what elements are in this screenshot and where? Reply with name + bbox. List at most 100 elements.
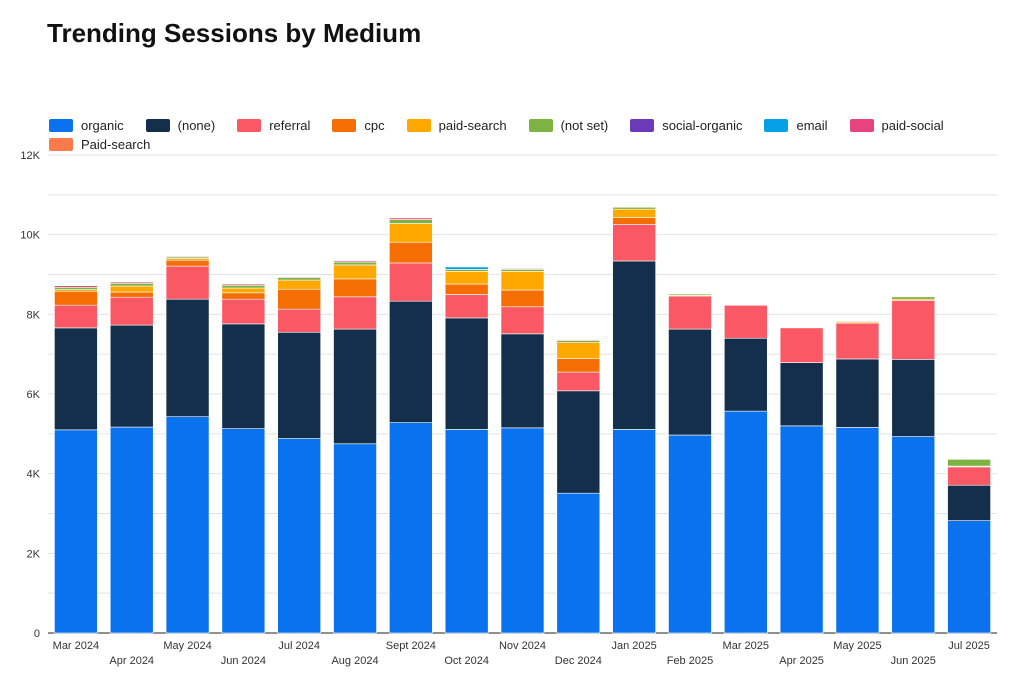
bar-segment-organic	[109, 426, 154, 634]
bar-segment-email	[444, 266, 489, 270]
bar-segment-referral	[612, 224, 656, 262]
legend-item[interactable]: (none)	[145, 117, 216, 134]
bar-segment-none	[500, 333, 545, 429]
bar-segment-notset	[109, 282, 154, 287]
x-tick-label: Aug 2024	[331, 655, 378, 667]
legend-item[interactable]: email	[764, 117, 828, 134]
bar-segment-cpc	[221, 292, 266, 300]
legend-item[interactable]: cpc	[332, 117, 385, 134]
y-tick-label: 4K	[27, 469, 41, 481]
bar-segment-organic	[165, 416, 210, 634]
x-tick-label: Jun 2024	[221, 655, 266, 667]
legend: organic (none) referral cpc paid-search (not …	[49, 117, 1009, 153]
bar-segment-cpc	[333, 278, 377, 298]
bar-segment-notset	[333, 261, 377, 266]
bar-segment-paid-social	[221, 283, 266, 286]
bar-segment-paid-social	[333, 260, 377, 263]
bar-segment-organic	[723, 410, 768, 634]
bar-segment-none	[947, 484, 991, 521]
bar-segment-referral	[668, 295, 712, 330]
legend-item[interactable]: social-organic	[630, 117, 742, 134]
bar-segment-notset	[389, 219, 433, 224]
x-tick-label: May 2024	[163, 640, 211, 652]
bar-segment-paid-social	[165, 255, 210, 258]
legend-swatch	[49, 119, 73, 132]
bar-segment-referral	[389, 262, 433, 302]
bar-segment-paid-search	[500, 271, 545, 291]
legend-label: email	[796, 118, 828, 133]
legend-swatch	[406, 119, 431, 132]
bar-segment-paid-social	[54, 285, 98, 288]
bar-segment-organic	[333, 443, 377, 634]
x-tick-label: Apr 2025	[779, 655, 824, 667]
y-tick-label: 2K	[27, 548, 41, 560]
bar-segment-paid-social	[612, 206, 656, 208]
bar-segment-paid-social	[389, 217, 433, 220]
bar-segment-cpc	[54, 290, 98, 306]
bar-segment-none	[221, 323, 266, 429]
x-tick-label: Nov 2024	[499, 640, 546, 652]
legend-item[interactable]: organic	[49, 117, 124, 134]
x-tick-label: Jul 2025	[948, 640, 990, 652]
legend-swatch	[764, 119, 789, 132]
bar-segment-organic	[779, 425, 824, 634]
bar-segment-none	[835, 358, 880, 428]
bar-segment-cpc	[500, 289, 545, 308]
bar-segment-paid-search	[109, 285, 154, 293]
bar-segment-cpc	[277, 288, 322, 310]
y-tick-label: 0	[34, 628, 40, 640]
bar-segment-organic	[54, 429, 98, 634]
bar-segment-cpc	[109, 291, 154, 298]
legend-label: paid-social	[881, 118, 944, 133]
bar-segment-organic	[612, 429, 656, 634]
bar-segment-referral	[54, 304, 98, 329]
legend-item[interactable]: (not set)	[528, 117, 608, 134]
legend-swatch	[332, 119, 357, 132]
bar-segment-paid-search	[389, 223, 433, 243]
x-tick-label: Jan 2025	[612, 640, 657, 652]
bar-segment-none	[277, 331, 322, 439]
bar-segment-paid-search	[556, 342, 601, 359]
legend-swatch	[630, 119, 655, 132]
bar-segment-referral	[723, 304, 768, 339]
x-tick-label: Oct 2024	[444, 655, 489, 667]
bar-segment-organic	[835, 427, 880, 634]
bar-segment-referral	[109, 296, 154, 326]
legend-label: Paid-search	[81, 137, 151, 152]
bar-segment-referral	[444, 294, 489, 319]
bar-segment-none	[779, 362, 824, 427]
bar-segment-notset	[277, 277, 322, 281]
bar-segment-organic	[668, 434, 712, 634]
legend-label: (none)	[177, 118, 216, 133]
bar-segment-organic	[891, 436, 936, 634]
bar-segment-none	[165, 298, 210, 418]
bar-segment-paid-search	[221, 287, 266, 294]
bar-segment-referral	[165, 265, 210, 300]
bar-segment-referral	[556, 371, 601, 392]
bar-segment-referral	[947, 466, 991, 486]
bar-segment-none	[444, 317, 489, 430]
x-tick-label: Jul 2024	[278, 640, 320, 652]
bar-segment-cpc	[612, 217, 656, 225]
bar-segment-referral	[891, 300, 936, 360]
bar-segment-paid-search	[277, 279, 322, 290]
bar-segment-referral	[333, 296, 377, 330]
legend-item[interactable]: paid-social	[849, 117, 944, 134]
legend-swatch	[49, 138, 73, 151]
bar-segment-organic	[947, 520, 991, 634]
bar-segment-none	[389, 300, 433, 423]
legend-label: referral	[269, 118, 311, 133]
bar-segment-none	[109, 324, 154, 428]
bar-segment-organic	[389, 422, 433, 634]
bar-segment-notset	[947, 459, 991, 467]
legend-label: cpc	[364, 118, 385, 133]
bar-segment-none	[556, 390, 601, 494]
bar-segment-organic	[277, 438, 322, 634]
legend-item[interactable]: paid-search	[406, 117, 507, 134]
legend-item[interactable]: referral	[237, 117, 310, 134]
bar-segment-referral	[277, 308, 322, 333]
bar-segment-referral	[500, 306, 545, 335]
legend-item[interactable]: Paid-search	[49, 136, 150, 153]
legend-swatch	[145, 119, 170, 132]
